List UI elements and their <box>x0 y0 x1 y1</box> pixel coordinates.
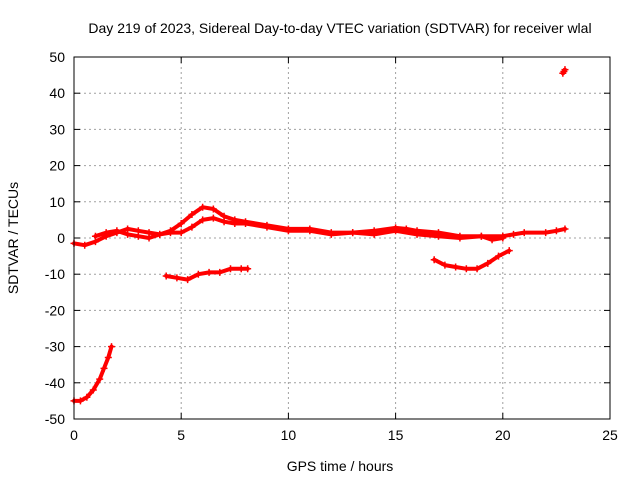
x-tick-label: 0 <box>70 427 78 443</box>
data-point <box>177 229 185 237</box>
data-point <box>188 223 196 231</box>
series-trace <box>93 216 505 242</box>
series-layer <box>70 66 569 405</box>
data-point <box>188 210 196 218</box>
data-point <box>184 276 192 284</box>
y-tick-label: 10 <box>49 194 65 210</box>
y-axis-label: SDTVAR / TECUs <box>5 182 21 294</box>
data-point <box>102 229 110 237</box>
y-tick-label: 30 <box>49 121 65 137</box>
data-point <box>477 232 485 240</box>
data-point <box>306 227 314 235</box>
y-tick-label: -50 <box>45 411 65 427</box>
data-point <box>231 220 239 228</box>
y-tick-label: -40 <box>45 375 65 391</box>
y-tick-label: 40 <box>49 85 65 101</box>
series-track-low-early <box>70 343 116 405</box>
data-point <box>194 270 202 278</box>
data-point <box>473 265 481 273</box>
data-point <box>561 66 569 74</box>
data-point <box>434 232 442 240</box>
data-point <box>484 259 492 267</box>
data-point <box>173 274 181 282</box>
data-point <box>134 232 142 240</box>
series-track-outlier <box>559 66 569 77</box>
y-tick-label: 0 <box>57 230 65 246</box>
data-point <box>104 353 112 361</box>
data-point <box>370 230 378 238</box>
data-point <box>113 227 121 235</box>
data-point <box>452 263 460 271</box>
data-point <box>237 265 245 273</box>
y-tick-label: 50 <box>49 49 65 65</box>
data-point <box>81 241 89 249</box>
data-point <box>561 225 569 233</box>
data-point <box>83 393 91 401</box>
data-point <box>89 386 97 394</box>
tick-layer: 0 5 10 15 20 25 -50 -40 -30 -20 -10 0 10 20 30 40 50 <box>45 49 618 443</box>
x-tick-label: 15 <box>388 427 404 443</box>
data-point <box>91 232 99 240</box>
data-point <box>510 230 518 238</box>
y-tick-label: -10 <box>45 266 65 282</box>
data-point <box>263 223 271 231</box>
data-point <box>162 272 170 280</box>
y-tick-label: -20 <box>45 302 65 318</box>
data-point <box>156 230 164 238</box>
data-point <box>456 234 464 242</box>
data-point <box>244 265 252 273</box>
series-track-main-a <box>70 203 569 249</box>
data-point <box>96 375 104 383</box>
data-point <box>441 261 449 269</box>
data-point <box>392 227 400 235</box>
data-point <box>520 229 528 237</box>
data-point <box>242 220 250 228</box>
data-point <box>166 229 174 237</box>
data-point <box>488 236 496 244</box>
x-axis-label: GPS time / hours <box>287 458 394 474</box>
series-track-main-b <box>91 214 507 244</box>
data-point <box>552 227 560 235</box>
data-point <box>499 234 507 242</box>
data-point <box>199 216 207 224</box>
grid-layer <box>74 57 610 419</box>
data-point <box>209 214 217 222</box>
plot-frame <box>73 56 611 420</box>
data-point <box>209 205 217 213</box>
chart-title: Day 219 of 2023, Sidereal Day-to-day VTE… <box>88 20 591 36</box>
data-point <box>199 203 207 211</box>
x-tick-label: 5 <box>177 427 185 443</box>
data-point <box>100 364 108 372</box>
data-point <box>349 229 357 237</box>
series-track-late-dip <box>430 247 513 273</box>
data-point <box>542 229 550 237</box>
data-point <box>413 230 421 238</box>
data-point <box>76 397 84 405</box>
x-tick-label: 10 <box>281 427 297 443</box>
data-point <box>430 256 438 264</box>
y-tick-label: -30 <box>45 339 65 355</box>
x-tick-label: 25 <box>602 427 618 443</box>
data-point <box>462 265 470 273</box>
data-point <box>220 218 228 226</box>
data-point <box>124 230 132 238</box>
y-tick-label: 20 <box>49 158 65 174</box>
data-point <box>495 252 503 260</box>
data-point <box>505 247 513 255</box>
x-tick-label: 20 <box>495 427 511 443</box>
data-point <box>284 227 292 235</box>
data-point <box>216 268 224 276</box>
data-point <box>205 268 213 276</box>
data-point <box>177 220 185 228</box>
series-track-mid-negative <box>162 265 252 284</box>
data-point <box>145 234 153 242</box>
data-point <box>227 265 235 273</box>
data-point <box>327 230 335 238</box>
data-point <box>108 343 116 351</box>
